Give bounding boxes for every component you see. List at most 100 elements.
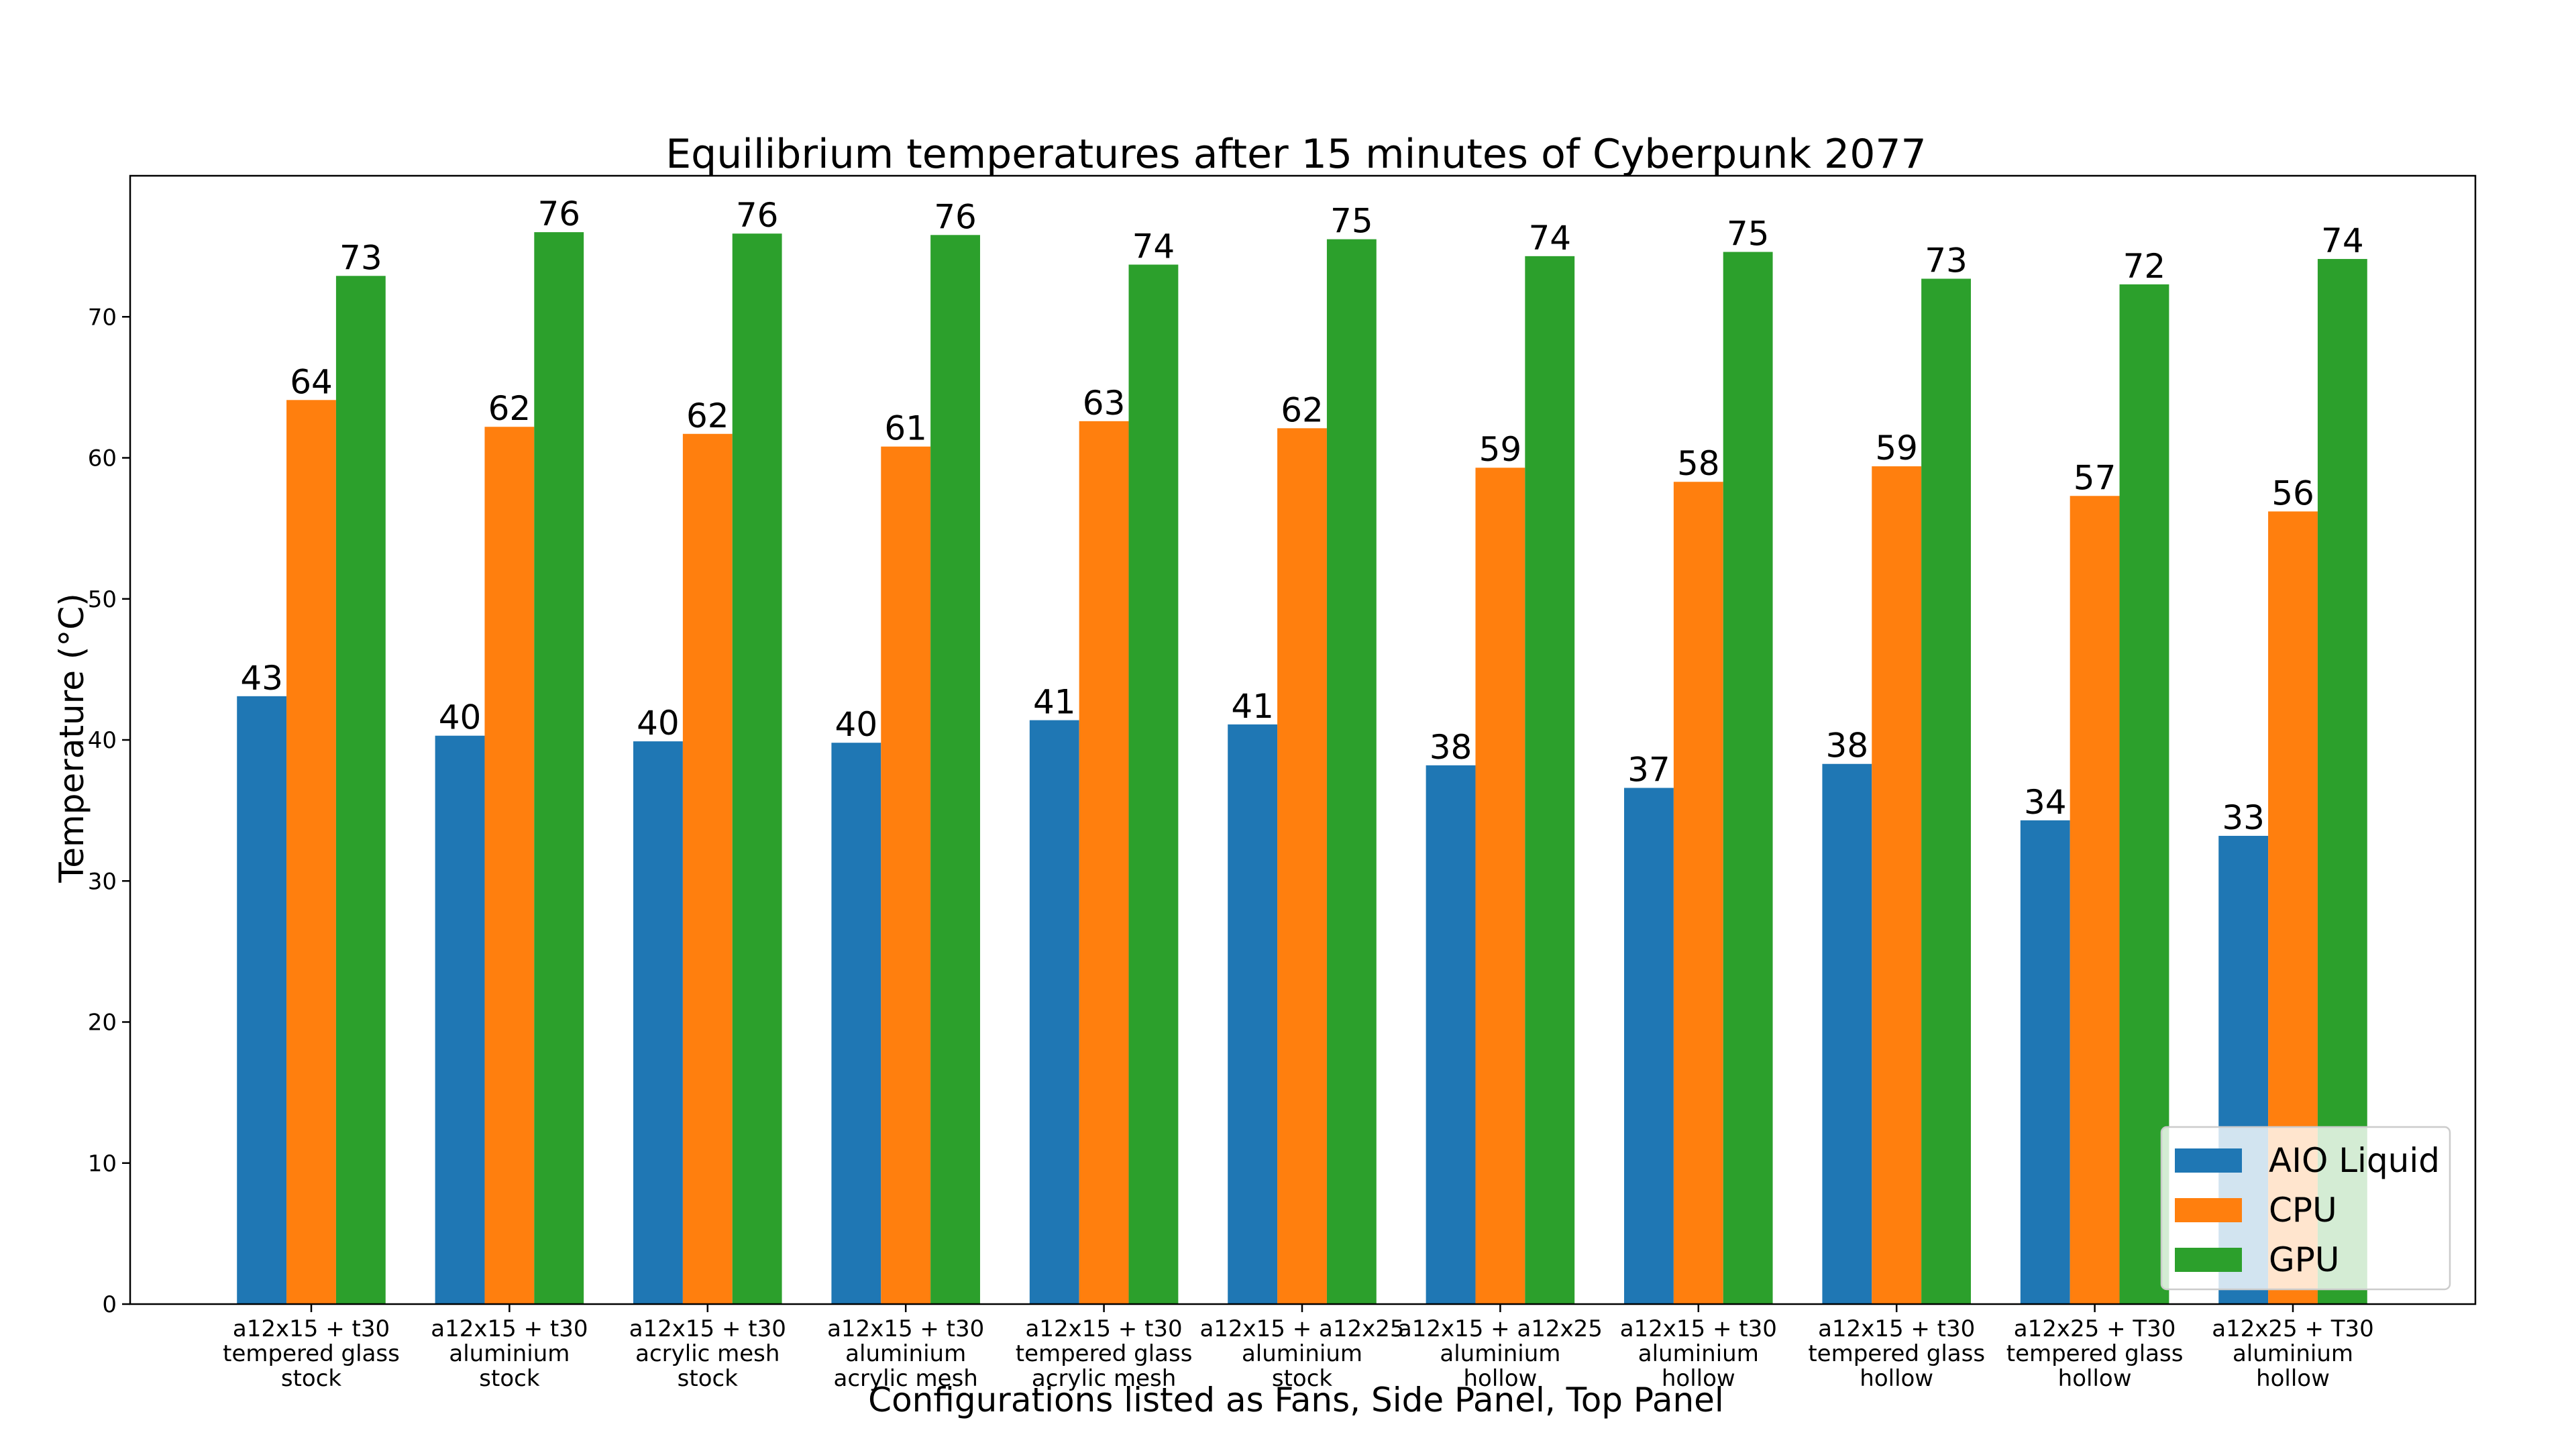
x-category-label: a12x15 + t30 bbox=[629, 1316, 786, 1342]
legend-swatch bbox=[2175, 1248, 2242, 1272]
x-category-label: aluminium bbox=[1638, 1340, 1759, 1367]
bar-value-label: 33 bbox=[2222, 798, 2265, 837]
bar-value-label: 62 bbox=[488, 389, 531, 428]
bar-value-label: 41 bbox=[1033, 683, 1076, 722]
bar-aio-liquid bbox=[237, 696, 287, 1304]
x-category-label: aluminium bbox=[1440, 1340, 1560, 1367]
x-category-label: hollow bbox=[1860, 1365, 1933, 1392]
y-tick-label: 0 bbox=[102, 1291, 117, 1318]
bar-value-label: 74 bbox=[1132, 227, 1175, 266]
x-category-label: acrylic mesh bbox=[834, 1365, 978, 1392]
bar-value-label: 40 bbox=[439, 698, 482, 737]
bar-aio-liquid bbox=[2020, 820, 2070, 1304]
bar-value-label: 63 bbox=[1083, 384, 1126, 423]
bar-value-label: 41 bbox=[1231, 687, 1274, 726]
x-category-label: a12x15 + t30 bbox=[1620, 1316, 1777, 1342]
bar-aio-liquid bbox=[1426, 765, 1476, 1304]
x-category-label: stock bbox=[479, 1365, 540, 1392]
bar-aio-liquid bbox=[435, 735, 485, 1304]
x-category-label: a12x25 + T30 bbox=[2212, 1316, 2374, 1342]
bar-gpu bbox=[534, 232, 584, 1305]
bar-gpu bbox=[335, 276, 386, 1305]
bar-value-label: 34 bbox=[2024, 783, 2067, 822]
x-category-label: stock bbox=[1272, 1365, 1333, 1392]
bar-value-label: 76 bbox=[537, 195, 580, 233]
x-category-label: a12x15 + a12x25 bbox=[1398, 1316, 1603, 1342]
x-category-label: a12x15 + t30 bbox=[233, 1316, 390, 1342]
x-category-label: hollow bbox=[2058, 1365, 2132, 1392]
bar-value-label: 75 bbox=[1727, 215, 1770, 254]
bar-cpu bbox=[2070, 496, 2120, 1304]
x-category-label: tempered glass bbox=[223, 1340, 400, 1367]
y-tick-label: 50 bbox=[88, 586, 117, 613]
legend-label: CPU bbox=[2269, 1191, 2337, 1230]
bar-gpu bbox=[1921, 278, 1971, 1304]
bar-value-label: 43 bbox=[240, 659, 283, 698]
bar-value-label: 62 bbox=[686, 396, 729, 435]
y-tick-label: 70 bbox=[88, 304, 117, 331]
bar-aio-liquid bbox=[633, 741, 683, 1304]
bar-cpu bbox=[1079, 421, 1129, 1305]
bar-value-label: 40 bbox=[637, 704, 680, 743]
legend-swatch bbox=[2175, 1198, 2242, 1222]
x-category-label: hollow bbox=[1662, 1365, 1735, 1392]
bar-value-label: 56 bbox=[2271, 474, 2314, 513]
x-category-label: a12x15 + t30 bbox=[827, 1316, 984, 1342]
legend: AIO Liquid CPU GPU bbox=[2160, 1126, 2451, 1291]
bar-value-label: 76 bbox=[736, 196, 779, 235]
x-category-label: tempered glass bbox=[1808, 1340, 1985, 1367]
bar-aio-liquid bbox=[1029, 720, 1079, 1304]
bar-cpu bbox=[682, 433, 733, 1304]
bar-value-label: 74 bbox=[2321, 221, 2364, 260]
bar-value-label: 57 bbox=[2074, 458, 2116, 497]
bar-value-label: 73 bbox=[1925, 241, 1968, 280]
bar-value-label: 75 bbox=[1330, 202, 1373, 241]
y-axis-label: Temperature (°C) bbox=[52, 593, 91, 883]
x-category-label: acrylic mesh bbox=[635, 1340, 780, 1367]
bar-cpu bbox=[484, 427, 535, 1304]
chart-title: Equilibrium temperatures after 15 minute… bbox=[665, 131, 1926, 178]
x-category-label: acrylic mesh bbox=[1032, 1365, 1176, 1392]
bar-value-label: 73 bbox=[339, 238, 382, 277]
x-category-label: a12x15 + a12x25 bbox=[1199, 1316, 1404, 1342]
bar-gpu bbox=[1128, 264, 1179, 1304]
bar-value-label: 64 bbox=[290, 362, 333, 401]
y-tick-label: 10 bbox=[88, 1150, 117, 1177]
bar-value-label: 72 bbox=[2123, 247, 2166, 286]
x-category-label: stock bbox=[281, 1365, 342, 1392]
y-tick-label: 60 bbox=[88, 445, 117, 472]
bar-aio-liquid bbox=[1822, 763, 1872, 1304]
bar-gpu bbox=[732, 233, 782, 1304]
bar-cpu bbox=[881, 446, 931, 1305]
bar-value-label: 38 bbox=[1430, 728, 1472, 767]
x-category-label: aluminium bbox=[2233, 1340, 2353, 1367]
y-axis-ticks: 0 10 20 30 40 50 60 70 bbox=[88, 304, 130, 1318]
bar-value-label: 61 bbox=[884, 409, 927, 448]
legend-label: GPU bbox=[2269, 1240, 2340, 1279]
x-category-label: a12x25 + T30 bbox=[2014, 1316, 2176, 1342]
bars bbox=[237, 232, 2367, 1305]
legend-swatch bbox=[2175, 1148, 2242, 1173]
bar-value-label: 37 bbox=[1627, 750, 1670, 789]
bar-value-label: 62 bbox=[1281, 390, 1324, 429]
bar-cpu bbox=[1277, 428, 1327, 1305]
bar-value-label: 76 bbox=[934, 197, 977, 236]
bar-value-label: 38 bbox=[1826, 727, 1869, 765]
x-category-label: stock bbox=[678, 1365, 739, 1392]
bar-gpu bbox=[1723, 252, 1773, 1304]
bar-value-label: 58 bbox=[1677, 444, 1720, 483]
bar-aio-liquid bbox=[1228, 724, 1278, 1304]
bar-cpu bbox=[1673, 482, 1723, 1305]
bar-aio-liquid bbox=[1624, 788, 1674, 1304]
x-category-label: a12x15 + t30 bbox=[431, 1316, 588, 1342]
y-tick-label: 20 bbox=[88, 1010, 117, 1036]
x-category-label: a12x15 + t30 bbox=[1818, 1316, 1975, 1342]
x-category-label: hollow bbox=[1463, 1365, 1537, 1392]
bar-cpu bbox=[286, 400, 336, 1304]
bar-aio-liquid bbox=[831, 743, 881, 1304]
legend-label: AIO Liquid bbox=[2269, 1141, 2440, 1180]
bar-value-label: 59 bbox=[1479, 430, 1522, 469]
x-category-label: a12x15 + t30 bbox=[1026, 1316, 1183, 1342]
